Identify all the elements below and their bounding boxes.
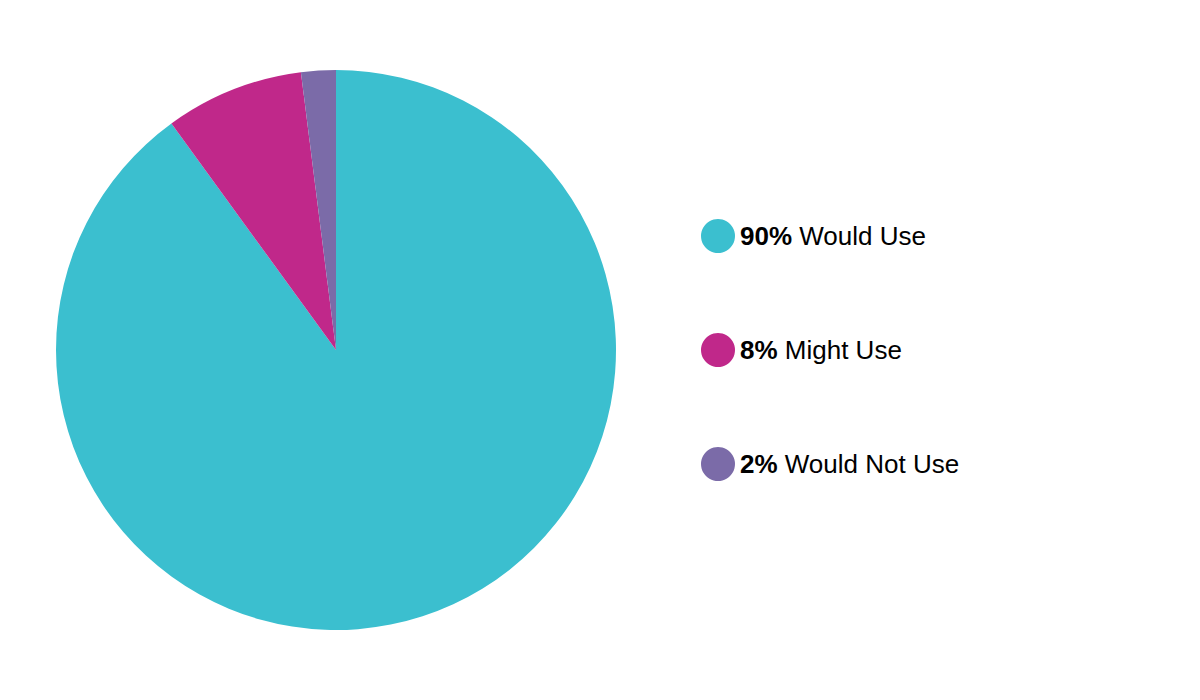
svg-text:8%: 8% bbox=[740, 335, 778, 365]
svg-text:2%: 2% bbox=[740, 449, 778, 479]
svg-text:90%: 90% bbox=[740, 221, 792, 251]
svg-text:Might Use: Might Use bbox=[778, 335, 902, 365]
svg-text:Would Not Use: Would Not Use bbox=[778, 449, 960, 479]
svg-text:Would Use: Would Use bbox=[792, 221, 926, 251]
